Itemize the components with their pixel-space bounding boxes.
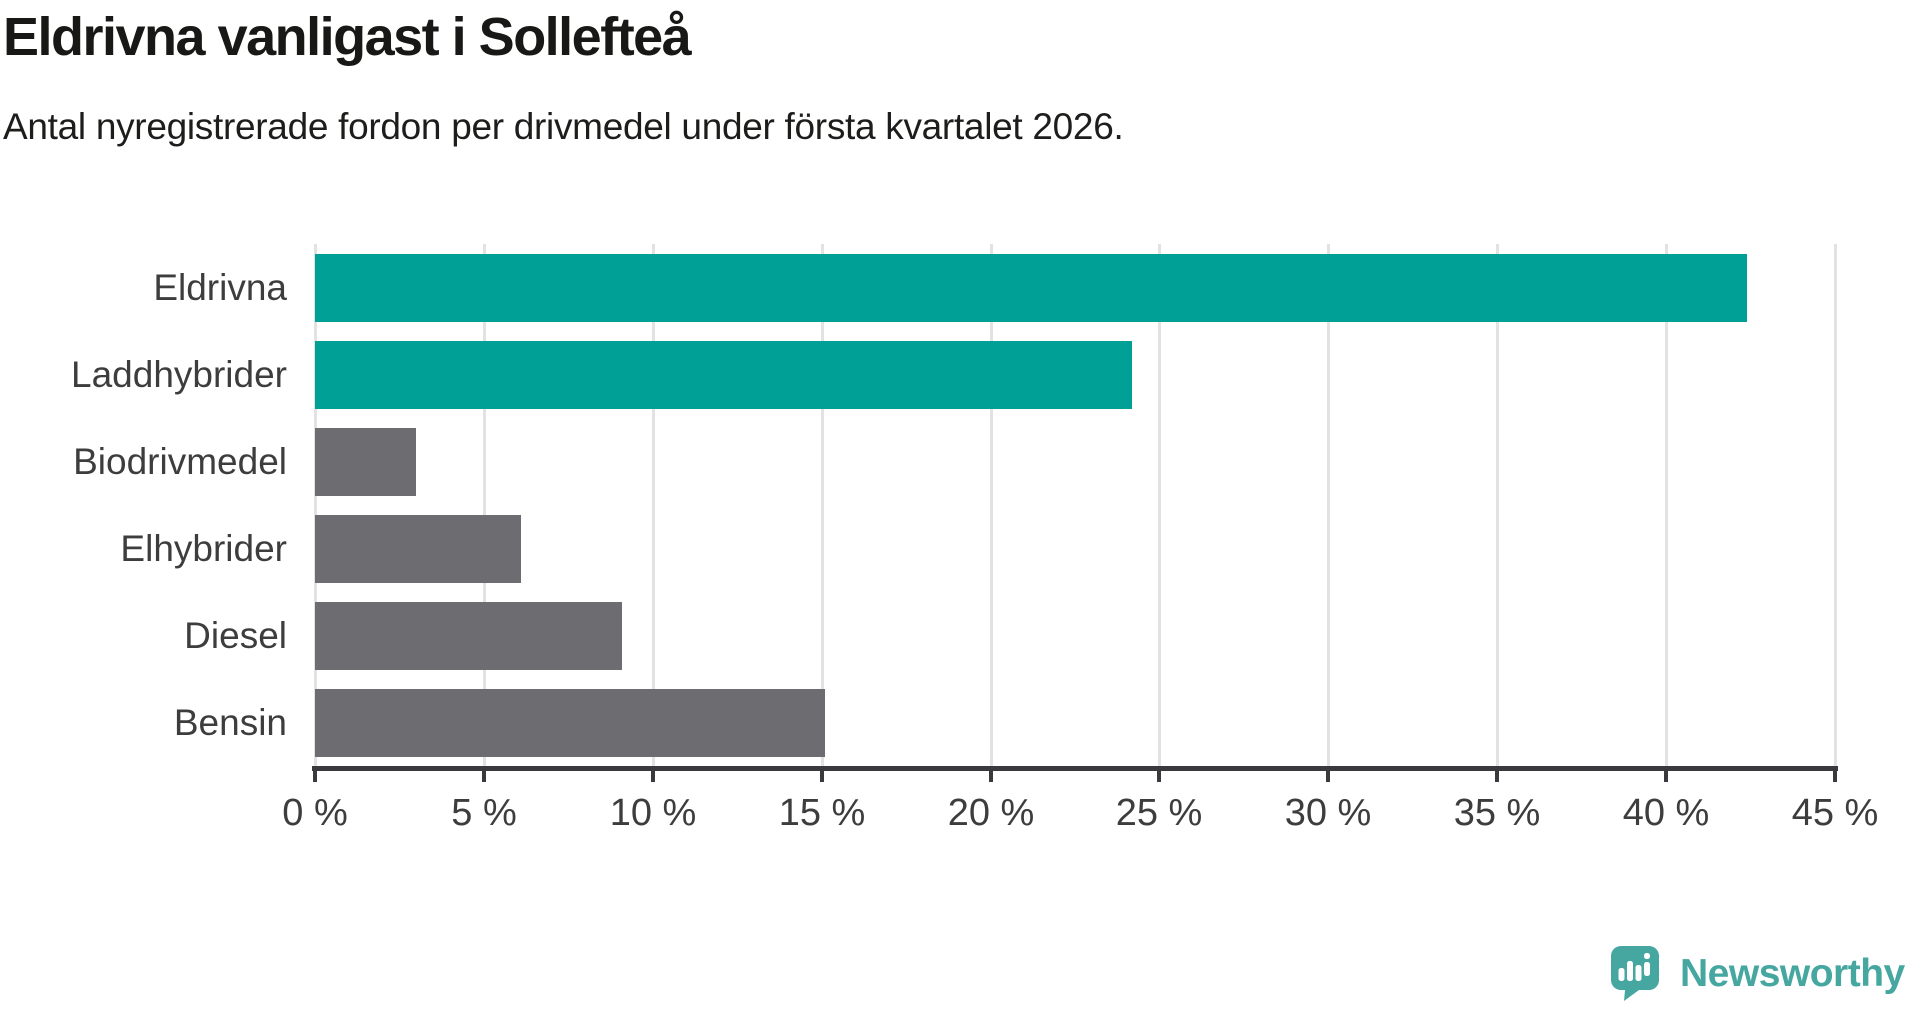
bar-laddhybrider	[315, 341, 1132, 409]
newsworthy-logo: Newsworthy	[1611, 946, 1905, 1001]
x-tick-30	[1326, 766, 1330, 782]
x-tick-0	[313, 766, 317, 782]
category-label-biodrivmedel: Biodrivmedel	[73, 441, 287, 482]
x-tick-label-0: 0 %	[282, 792, 348, 834]
x-tick-label-45: 45 %	[1791, 792, 1879, 834]
bar-bensin	[315, 689, 825, 757]
x-tick-45	[1833, 766, 1837, 782]
gridline-25	[1158, 244, 1161, 766]
x-tick-label-10: 10 %	[609, 792, 697, 834]
chart-title: Eldrivna vanligast i Sollefteå	[3, 7, 692, 67]
newsworthy-logo-icon	[1611, 946, 1659, 1001]
x-tick-label-25: 25 %	[1115, 792, 1203, 834]
category-label-bensin: Bensin	[173, 702, 287, 743]
category-label-laddhybrider: Laddhybrider	[71, 354, 287, 395]
bar-elhybrider	[315, 515, 521, 583]
x-tick-label-5: 5 %	[451, 792, 517, 834]
x-tick-5	[482, 766, 486, 782]
x-tick-label-30: 30 %	[1284, 792, 1372, 834]
gridline-45	[1834, 244, 1837, 766]
x-axis-line	[312, 766, 1838, 771]
x-tick-label-35: 35 %	[1453, 792, 1541, 834]
bar-eldrivna	[315, 254, 1747, 322]
category-label-diesel: Diesel	[184, 615, 287, 656]
gridline-20	[990, 244, 993, 766]
gridline-30	[1327, 244, 1330, 766]
category-label-eldrivna: Eldrivna	[153, 267, 287, 308]
x-tick-label-15: 15 %	[778, 792, 866, 834]
x-tick-10	[651, 766, 655, 782]
bar-diesel	[315, 602, 622, 670]
gridline-5	[483, 244, 486, 766]
gridline-40	[1665, 244, 1668, 766]
x-tick-20	[989, 766, 993, 782]
gridline-0	[314, 244, 317, 766]
x-tick-35	[1495, 766, 1499, 782]
x-tick-25	[1157, 766, 1161, 782]
category-label-elhybrider: Elhybrider	[120, 528, 287, 569]
gridline-10	[652, 244, 655, 766]
x-tick-label-40: 40 %	[1622, 792, 1710, 834]
x-tick-40	[1664, 766, 1668, 782]
gridline-15	[821, 244, 824, 766]
gridline-35	[1496, 244, 1499, 766]
plot-area: 0 % 5 % 10 % 15 % 20 % 25 % 30 % 35 % 40 % 45 %	[282, 244, 1878, 834]
chart-subtitle: Antal nyregistrerade fordon per drivmede…	[3, 106, 1124, 147]
x-tick-label-20: 20 %	[947, 792, 1035, 834]
x-tick-15	[820, 766, 824, 782]
bar-biodrivmedel	[315, 428, 416, 496]
newsworthy-logo-text: Newsworthy	[1680, 951, 1905, 995]
